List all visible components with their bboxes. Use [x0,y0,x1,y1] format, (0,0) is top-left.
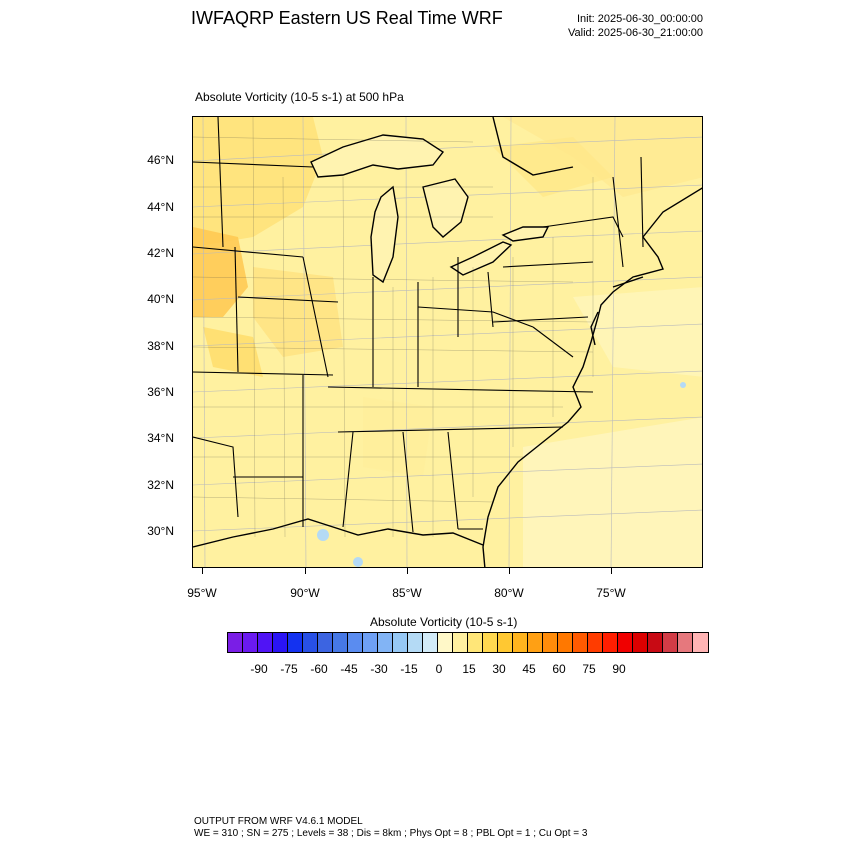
colorbar-label: 15 [462,662,476,676]
lat-label-44n: 44°N [147,200,174,214]
lon-tick [611,568,612,574]
colorbar-swatch [693,633,708,652]
lon-tick [407,568,408,574]
colorbar-label: -30 [370,662,388,676]
colorbar-label: 75 [582,662,596,676]
colorbar-swatch [438,633,453,652]
lon-tick [202,568,203,574]
colorbar-label: -15 [400,662,418,676]
model-info-line1: OUTPUT FROM WRF V4.6.1 MODEL [194,816,363,827]
vorticity-map [192,116,703,568]
colorbar-swatch [603,633,618,652]
colorbar-swatch [348,633,363,652]
lat-label-38n: 38°N [147,339,174,353]
colorbar-swatch [423,633,438,652]
lon-tick [509,568,510,574]
colorbar-swatch [543,633,558,652]
colorbar-swatch [558,633,573,652]
colorbar-swatch [513,633,528,652]
model-info-line2: WE = 310 ; SN = 275 ; Levels = 38 ; Dis … [194,828,588,839]
negative-vorticity-spot [317,529,329,541]
field-subtitle: Absolute Vorticity (10-5 s-1) at 500 hPa [195,90,404,104]
colorbar-title: Absolute Vorticity (10-5 s-1) [370,615,518,629]
colorbar-swatch [408,633,423,652]
great-lakes [310,134,550,284]
lake-erie [449,241,513,276]
lake-ontario [501,226,550,242]
colorbar-swatch [453,633,468,652]
lat-label-40n: 40°N [147,292,174,306]
lat-label-42n: 42°N [147,246,174,260]
colorbar-label: -60 [310,662,328,676]
colorbar-swatch [333,633,348,652]
coastlines [193,117,702,567]
lon-label-90w: 90°W [290,586,320,600]
state-boundaries [193,117,644,533]
colorbar-swatch [588,633,603,652]
lat-label-34n: 34°N [147,431,174,445]
colorbar-swatch [483,633,498,652]
colorbar-label: -45 [340,662,358,676]
vorticity-max-area [193,227,248,317]
colorbar-swatch [678,633,693,652]
lat-label-36n: 36°N [147,385,174,399]
lon-label-80w: 80°W [494,586,524,600]
colorbar-swatch [243,633,258,652]
colorbar-swatch [288,633,303,652]
colorbar-swatch [468,633,483,652]
colorbar-swatch [303,633,318,652]
colorbar-label: 30 [492,662,506,676]
colorbar-label: 90 [612,662,626,676]
colorbar-label: 45 [522,662,536,676]
colorbar-swatch [498,633,513,652]
lon-label-95w: 95°W [187,586,217,600]
plot-title: IWFAQRP Eastern US Real Time WRF [191,8,503,28]
colorbar [227,632,709,653]
colorbar-swatch [318,633,333,652]
colorbar-swatch [633,633,648,652]
colorbar-swatch [393,633,408,652]
lat-label-30n: 30°N [147,524,174,538]
colorbar-swatch [363,633,378,652]
colorbar-swatch [273,633,288,652]
lat-label-46n: 46°N [147,153,174,167]
colorbar-label: 60 [552,662,566,676]
colorbar-swatch [528,633,543,652]
colorbar-swatch [258,633,273,652]
colorbar-label: -75 [280,662,298,676]
colorbar-swatch [228,633,243,652]
lon-tick [305,568,306,574]
lat-label-32n: 32°N [147,478,174,492]
init-time: Init: 2025-06-30_00:00:00 [577,13,703,25]
colorbar-label: -90 [250,662,268,676]
lon-label-75w: 75°W [596,586,626,600]
valid-time: Valid: 2025-06-30_21:00:00 [568,27,703,39]
lon-label-85w: 85°W [392,586,422,600]
colorbar-swatch [648,633,663,652]
lake-huron [422,178,469,238]
colorbar-swatch [378,633,393,652]
colorbar-swatch [618,633,633,652]
colorbar-swatch [663,633,678,652]
map-graphic [193,117,702,567]
vorticity-high-area [193,117,323,247]
county-lines [193,117,594,538]
colorbar-label: 0 [435,662,443,676]
lake-michigan [370,185,399,284]
lake-superior [310,134,445,178]
colorbar-swatch [573,633,588,652]
